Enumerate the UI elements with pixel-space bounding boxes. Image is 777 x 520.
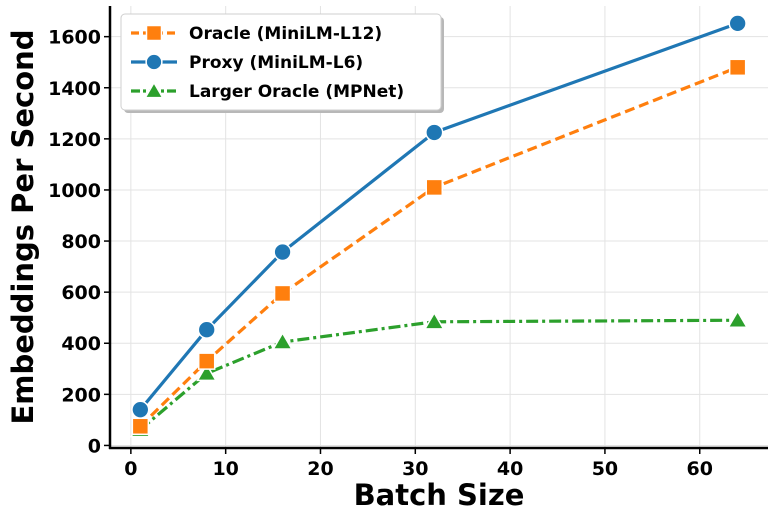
data-point-square <box>197 352 216 370</box>
y-tick-label: 1400 <box>48 78 101 100</box>
series-line <box>139 65 739 428</box>
legend: Oracle (MiniLM-L12) Proxy (MiniLM-L6) Larg… <box>120 13 444 113</box>
data-point-triangle <box>272 331 294 350</box>
data-point-triangle <box>196 363 218 382</box>
series-area <box>129 14 749 438</box>
data-point-circle <box>197 320 216 339</box>
data-point-square <box>273 284 292 303</box>
data-point-circle <box>728 14 747 33</box>
x-tick-label: 60 <box>687 458 713 480</box>
axes <box>108 6 768 450</box>
data-point-triangle <box>727 309 749 329</box>
x-tick-label: 30 <box>402 458 428 480</box>
series-circle <box>131 14 747 419</box>
x-tick-label: 20 <box>307 458 333 480</box>
y-tick-label: 0 <box>88 435 101 457</box>
legend-marker-circle <box>145 53 163 71</box>
y-tick-label: 800 <box>61 231 101 253</box>
y-tick-label: 400 <box>61 333 101 355</box>
y-axis-title: Embeddings Per Second <box>6 29 40 424</box>
legend-marker-square <box>145 24 163 42</box>
data-point-circle <box>425 123 444 142</box>
y-tick-label: 1200 <box>48 129 101 151</box>
series-triangle <box>129 309 749 438</box>
x-tick-label: 10 <box>212 458 238 480</box>
x-tick-label: 40 <box>497 458 523 480</box>
x-tick-label: 0 <box>124 458 137 480</box>
legend-label: Oracle (MiniLM-L12) <box>189 24 382 44</box>
legend-label: Proxy (MiniLM-L6) <box>189 53 363 73</box>
y-tick-label: 1000 <box>48 180 101 202</box>
ticks: 0 10 20 30 40 50 60020040060080010001200140016… <box>48 27 713 480</box>
legend-box <box>120 13 442 111</box>
y-tick-label: 200 <box>61 384 101 406</box>
x-axis-title: Batch Size <box>354 478 525 512</box>
series-line <box>139 318 738 431</box>
series-square <box>131 58 747 436</box>
y-tick-label: 1600 <box>48 27 101 49</box>
data-point-circle <box>131 400 150 419</box>
legend-marker-triangle <box>144 81 164 99</box>
data-point-triangle <box>423 311 445 330</box>
x-tick-label: 50 <box>592 458 618 480</box>
y-tick-label: 600 <box>61 282 101 304</box>
data-point-square <box>425 178 444 197</box>
legend-label: Larger Oracle (MPNet) <box>189 82 404 102</box>
data-point-square <box>728 58 747 77</box>
data-point-circle <box>273 242 292 262</box>
data-point-square <box>131 417 150 436</box>
